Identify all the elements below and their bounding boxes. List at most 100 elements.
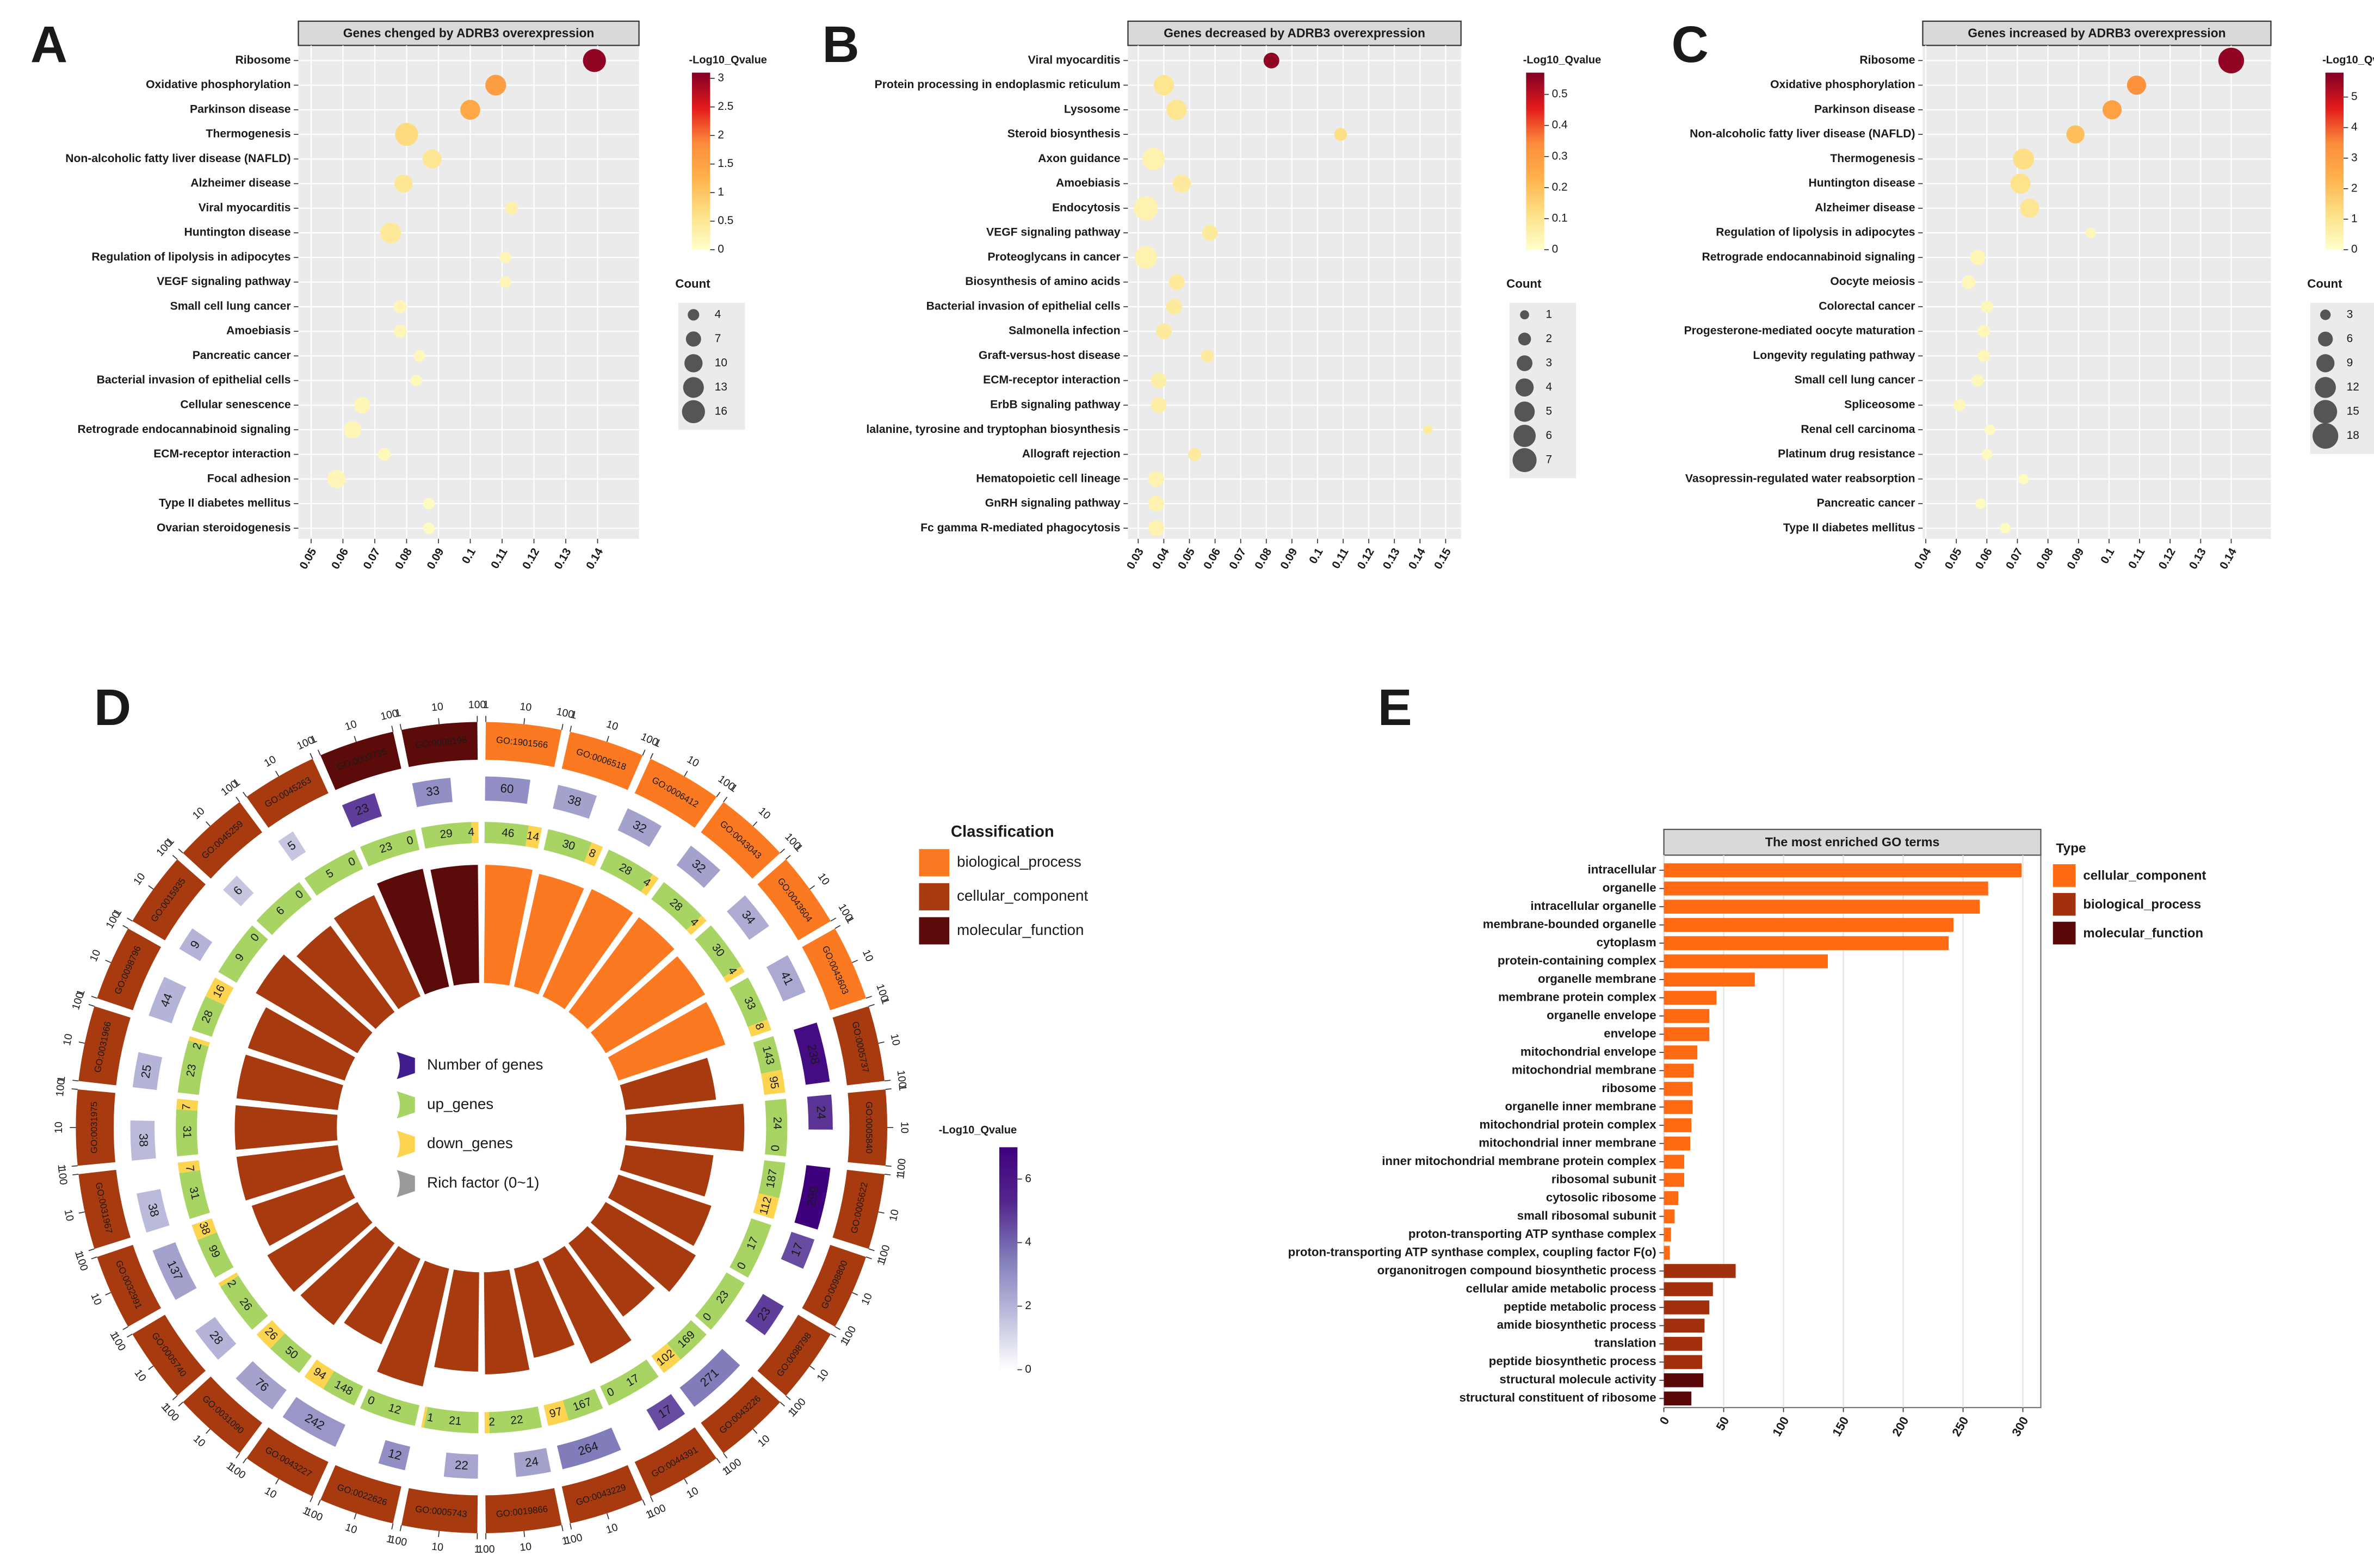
gene-count-label: 33 xyxy=(425,784,441,799)
scale-tick-label: 10 xyxy=(860,948,876,964)
bubble xyxy=(1155,323,1172,339)
scale-tick xyxy=(865,1256,872,1260)
scale-tick xyxy=(399,1525,402,1532)
scale-tick-label: 10 xyxy=(684,1485,701,1501)
y-tick-label: proton-transporting ATP synthase complex xyxy=(1408,1227,1656,1241)
legend-title: Type xyxy=(2056,841,2086,856)
scale-tick xyxy=(236,1453,240,1459)
rich-factor-bar xyxy=(253,952,375,1056)
x-tick-label: 0.15 xyxy=(1432,546,1454,572)
y-tick-label: organelle inner membrane xyxy=(1505,1099,1656,1113)
bubble xyxy=(423,522,435,534)
y-tick-label: mitochondrial protein complex xyxy=(1480,1118,1657,1131)
bubble xyxy=(1201,349,1214,363)
up-genes-block xyxy=(304,850,363,896)
down-genes-block xyxy=(421,1406,428,1428)
down-genes-block xyxy=(256,1320,285,1349)
scale-tick xyxy=(391,1523,394,1530)
y-tick-label: Salmonella infection xyxy=(1009,325,1120,337)
rich-factor-bar xyxy=(298,1223,397,1328)
legend-swatch xyxy=(2052,893,2076,916)
bubble xyxy=(1334,128,1347,141)
size-legend-label: 5 xyxy=(1546,405,1553,417)
go-block xyxy=(757,859,831,940)
bubble xyxy=(1953,399,1965,412)
gene-count-block xyxy=(236,1361,287,1410)
up-genes-block xyxy=(197,1232,234,1278)
size-legend-label: 15 xyxy=(2347,405,2359,417)
scale-tick-label: 1 xyxy=(55,1164,68,1171)
up-genes-block xyxy=(765,1099,788,1157)
up-genes-block xyxy=(729,1218,771,1278)
down-genes-label: 0 xyxy=(769,1144,782,1151)
up-genes-block xyxy=(753,1036,782,1074)
scale-tick xyxy=(275,1478,280,1485)
rich-factor-bar xyxy=(617,1055,718,1112)
down-genes-block xyxy=(525,825,542,849)
go-block xyxy=(802,928,867,1011)
y-tick-label: Steroid biosynthesis xyxy=(1007,128,1121,140)
y-tick-label: Amoebiasis xyxy=(1056,177,1121,189)
title-box xyxy=(1922,20,2272,46)
bar xyxy=(1664,1355,1702,1369)
x-tick-label: 0.13 xyxy=(552,546,573,572)
scale-tick-label: 10 xyxy=(131,871,148,888)
x-tick-label: 0.05 xyxy=(1176,546,1197,572)
rich-factor-bar xyxy=(623,1101,746,1154)
size-legend-mark xyxy=(1512,448,1537,473)
colorbar-title: -Log10_Qvalue xyxy=(689,54,767,66)
rich-factor-bar xyxy=(605,999,728,1083)
rich-factor-bar xyxy=(428,863,481,988)
rich-factor-bar xyxy=(566,914,677,1032)
x-tick-label: 100 xyxy=(1770,1414,1791,1439)
size-legend-mark xyxy=(1517,355,1533,371)
size-legend-mark xyxy=(1518,332,1531,346)
y-tick-label: Renal cell carcinoma xyxy=(1801,423,1915,436)
y-tick-label: protein-containing complex xyxy=(1498,953,1656,967)
y-tick-label: Thermogenesis xyxy=(206,128,290,140)
down-genes-block xyxy=(641,874,659,896)
up-genes-label: 31 xyxy=(187,1186,202,1201)
scale-tick-label: 1 xyxy=(474,1544,480,1555)
gene-count-label: 25 xyxy=(138,1064,154,1080)
scale-tick xyxy=(834,925,841,929)
bubble xyxy=(394,174,413,193)
down-genes-block xyxy=(188,1036,210,1047)
size-legend-title: Count xyxy=(1506,277,1542,290)
y-tick-label: Non-alcoholic fatty liver disease (NAFLD… xyxy=(1690,128,1915,140)
bubble xyxy=(1984,424,1995,435)
bar xyxy=(1664,1045,1698,1059)
bubble xyxy=(460,100,480,120)
y-tick-label: Parkinson disease xyxy=(1814,103,1915,115)
gene-count-block xyxy=(485,776,530,804)
y-tick-label: membrane-bounded organelle xyxy=(1483,917,1656,931)
x-tick-label: 0.09 xyxy=(1278,546,1300,572)
scale-tick xyxy=(878,1211,885,1214)
x-tick-label: 0.14 xyxy=(1406,546,1428,572)
x-tick-label: 0.11 xyxy=(1330,546,1351,571)
legend-label: cellular_component xyxy=(957,887,1088,904)
colorbar-tick-label: 0 xyxy=(718,243,724,256)
scale-tick-label: 100 xyxy=(477,1544,495,1555)
legend-swatch xyxy=(2052,921,2076,945)
y-tick-label: mitochondrial envelope xyxy=(1520,1045,1656,1058)
y-tick-label: structural constituent of ribosome xyxy=(1459,1391,1656,1404)
go-block xyxy=(320,732,401,790)
plot-background xyxy=(1922,45,2271,539)
down-genes-block xyxy=(686,915,707,935)
up-genes-block xyxy=(323,1371,363,1406)
up-genes-block xyxy=(179,1170,210,1219)
go-label: GO:0031975 xyxy=(89,1101,100,1154)
up-genes-label: 24 xyxy=(771,1117,783,1130)
go-block xyxy=(485,722,562,767)
bubble xyxy=(1148,520,1164,536)
colorbar-tick-label: 3 xyxy=(718,72,724,84)
scale-tick-label: 10 xyxy=(815,871,832,888)
bar xyxy=(1664,1318,1705,1333)
go-block xyxy=(183,1376,263,1453)
rich-factor-bar xyxy=(234,1143,346,1203)
scale-tick-label: 10 xyxy=(604,1521,620,1536)
bar xyxy=(1664,1027,1710,1042)
bubble xyxy=(1142,147,1165,170)
scale-tick-label: 10 xyxy=(859,1291,875,1307)
